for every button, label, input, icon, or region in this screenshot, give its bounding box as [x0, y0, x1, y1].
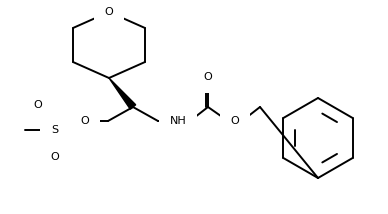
Text: O: O	[81, 116, 89, 126]
Text: O: O	[105, 7, 113, 17]
Text: O: O	[50, 152, 59, 162]
Text: O: O	[204, 72, 212, 82]
Text: O: O	[34, 100, 42, 110]
Text: NH: NH	[170, 116, 186, 126]
Text: O: O	[230, 116, 239, 126]
Polygon shape	[109, 78, 136, 109]
Text: S: S	[52, 125, 59, 135]
